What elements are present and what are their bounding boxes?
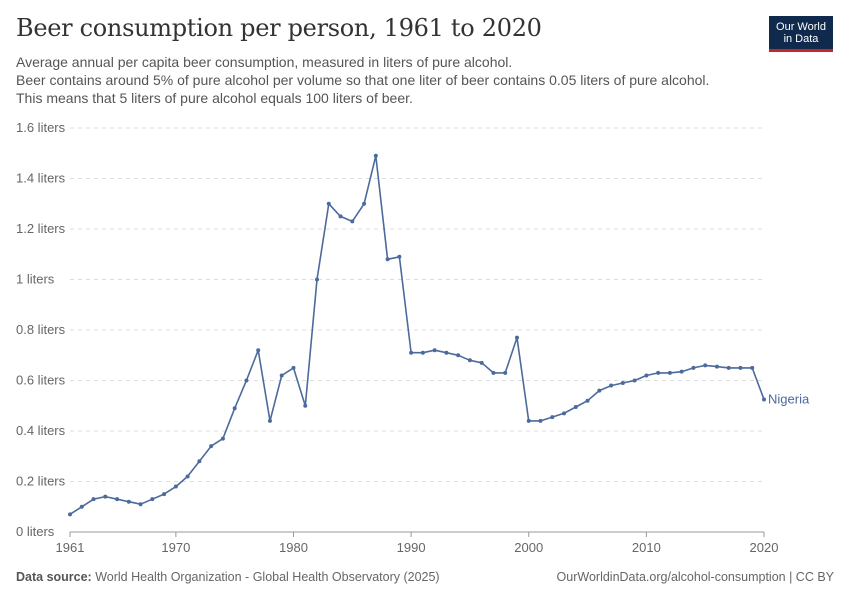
data-point[interactable] — [679, 369, 684, 374]
data-point[interactable] — [467, 358, 472, 363]
data-point[interactable] — [256, 348, 261, 353]
chart-title: Beer consumption per person, 1961 to 202… — [16, 14, 542, 42]
data-point[interactable] — [291, 365, 296, 370]
x-tick-label: 1970 — [161, 540, 190, 555]
data-point[interactable] — [656, 370, 661, 375]
x-tick-label: 1990 — [397, 540, 426, 555]
y-tick-label: 1.6 liters — [16, 120, 66, 135]
data-point[interactable] — [279, 373, 284, 378]
data-point[interactable] — [138, 502, 143, 507]
owid-logo[interactable]: Our World in Data — [769, 16, 833, 52]
data-point[interactable] — [338, 214, 343, 219]
data-point[interactable] — [103, 494, 108, 499]
data-point[interactable] — [173, 484, 178, 489]
data-point[interactable] — [232, 406, 237, 411]
data-point[interactable] — [691, 365, 696, 370]
data-source-text: World Health Organization - Global Healt… — [95, 570, 440, 584]
data-point[interactable] — [115, 497, 120, 502]
data-point[interactable] — [385, 257, 390, 262]
data-point[interactable] — [526, 418, 531, 423]
x-tick-label: 2020 — [750, 540, 779, 555]
y-tick-label: 0.2 liters — [16, 474, 66, 489]
data-point[interactable] — [432, 348, 437, 353]
x-tick-label: 1980 — [279, 540, 308, 555]
data-point[interactable] — [185, 474, 190, 479]
chart-subtitle: Average annual per capita beer consumpti… — [16, 53, 716, 107]
y-tick-label: 1 liters — [16, 272, 55, 287]
data-point[interactable] — [209, 444, 214, 449]
subtitle-line-1: Average annual per capita beer consumpti… — [16, 54, 513, 70]
x-tick-label: 1961 — [56, 540, 85, 555]
axis-layer: 0 liters 0.2 liters 0.4 liters 0.6 liters 0.… — [16, 120, 778, 555]
data-point[interactable] — [397, 254, 402, 259]
subtitle-line-2: Beer contains around 5% of pure alcohol … — [16, 72, 710, 106]
line-chart: 0 liters 0.2 liters 0.4 liters 0.6 liters 0.… — [16, 120, 810, 555]
data-point[interactable] — [373, 153, 378, 158]
series-label[interactable]: Nigeria — [768, 391, 810, 406]
data-point[interactable] — [514, 335, 519, 340]
data-point[interactable] — [714, 364, 719, 369]
data-point[interactable] — [667, 370, 672, 375]
data-point[interactable] — [644, 373, 649, 378]
data-point[interactable] — [420, 350, 425, 355]
data-point[interactable] — [503, 370, 508, 375]
data-point[interactable] — [91, 497, 96, 502]
data-point[interactable] — [68, 512, 72, 517]
data-point[interactable] — [244, 378, 249, 383]
data-point[interactable] — [350, 219, 355, 224]
data-point[interactable] — [597, 388, 602, 393]
data-point[interactable] — [220, 436, 225, 441]
logo-line-2: in Data — [783, 33, 819, 45]
y-tick-label: 1.2 liters — [16, 221, 66, 236]
data-point[interactable] — [409, 350, 414, 355]
data-point[interactable] — [162, 492, 167, 497]
data-point[interactable] — [609, 383, 614, 388]
data-point[interactable] — [573, 405, 578, 410]
data-point[interactable] — [315, 277, 320, 282]
x-tick-label: 2000 — [514, 540, 543, 555]
data-point[interactable] — [491, 370, 496, 375]
data-point[interactable] — [126, 499, 131, 504]
series-line-nigeria[interactable] — [69, 155, 765, 515]
data-point[interactable] — [479, 360, 484, 365]
data-point[interactable] — [550, 415, 555, 420]
data-point[interactable] — [620, 381, 625, 386]
y-tick-label: 1.4 liters — [16, 171, 66, 186]
footer-link[interactable]: OurWorldinData.org/alcohol-consumption |… — [556, 570, 834, 584]
data-point[interactable] — [79, 504, 84, 509]
y-tick-label: 0.6 liters — [16, 373, 66, 388]
grid-layer — [70, 127, 764, 482]
data-source-label: Data source: — [16, 570, 92, 584]
series-layer: Nigeria — [68, 153, 810, 517]
data-point[interactable] — [362, 201, 367, 206]
data-point[interactable] — [197, 459, 202, 464]
data-point[interactable] — [726, 365, 731, 370]
data-point[interactable] — [538, 418, 543, 423]
y-tick-label: 0.4 liters — [16, 423, 66, 438]
data-point[interactable] — [750, 365, 755, 370]
logo-line-1: Our World — [776, 21, 826, 33]
data-point[interactable] — [303, 403, 308, 408]
y-tick-label: 0 liters — [16, 524, 55, 539]
data-point[interactable] — [267, 418, 272, 423]
data-point[interactable] — [632, 378, 637, 383]
data-point[interactable] — [326, 201, 331, 206]
data-point[interactable] — [562, 411, 567, 416]
data-point[interactable] — [738, 365, 743, 370]
data-point[interactable] — [703, 363, 708, 368]
data-point[interactable] — [444, 350, 449, 355]
data-point[interactable] — [456, 353, 461, 358]
data-source: Data source: World Health Organization -… — [16, 570, 440, 584]
y-tick-label: 0.8 liters — [16, 322, 66, 337]
data-point[interactable] — [762, 397, 766, 402]
x-tick-label: 2010 — [632, 540, 661, 555]
data-point[interactable] — [585, 398, 590, 403]
data-point[interactable] — [150, 497, 155, 502]
